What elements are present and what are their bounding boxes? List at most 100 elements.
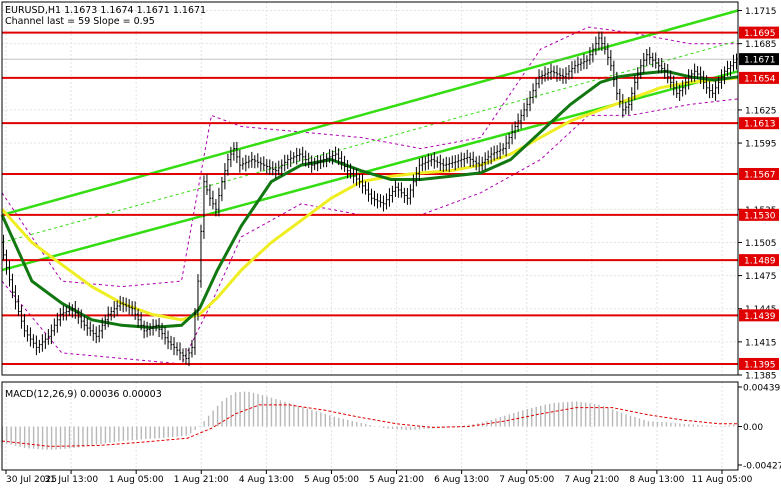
macd-histogram-bar bbox=[490, 419, 493, 427]
x-tick-label: 30 Jul 2025 bbox=[6, 475, 57, 485]
macd-histogram-bar bbox=[378, 426, 380, 428]
grid bbox=[2, 2, 738, 470]
y-tick-label: 1.1415 bbox=[745, 338, 777, 348]
y-tick-label: 1.1385 bbox=[745, 372, 777, 382]
main-panel-frame bbox=[1, 1, 739, 376]
price-channel bbox=[1, 9, 739, 272]
macd-histogram-bar bbox=[688, 424, 690, 427]
macd-histogram-bar bbox=[526, 408, 528, 427]
macd-histogram-bar bbox=[118, 426, 120, 442]
macd-histogram-bar bbox=[499, 417, 502, 427]
macd-histogram-bar bbox=[10, 426, 12, 445]
level-label: 1.1654 bbox=[744, 74, 776, 84]
macd-histogram-bar bbox=[19, 426, 21, 447]
macd-histogram-bar bbox=[733, 424, 735, 427]
macd-scale-label: 0.00439 bbox=[743, 384, 780, 394]
macd-histogram-bar bbox=[557, 402, 560, 427]
macd-histogram-bar bbox=[302, 407, 304, 427]
macd-histogram-bar bbox=[284, 401, 286, 427]
macd-histogram-bar bbox=[14, 426, 17, 446]
symbol-info: EURUSD,H1 1.1673 1.1674 1.1671 1.1671 bbox=[5, 5, 206, 16]
macd-histogram-bar bbox=[32, 426, 35, 449]
macd-histogram-bar bbox=[37, 426, 39, 450]
macd-histogram-bar bbox=[243, 391, 246, 427]
level-label: 1.1567 bbox=[744, 170, 776, 180]
macd-histogram-bar bbox=[414, 426, 416, 430]
macd-scale-label: -0.00427 bbox=[743, 462, 781, 472]
macd-histogram-bar bbox=[593, 404, 596, 427]
macd-histogram-bar bbox=[643, 419, 645, 427]
macd-histogram-bar bbox=[504, 415, 506, 427]
macd-histogram-bar bbox=[697, 424, 699, 427]
macd-histogram-bar bbox=[320, 412, 322, 427]
level-label: 1.1530 bbox=[744, 211, 776, 221]
macd-histogram-bar bbox=[584, 402, 587, 427]
macd-histogram-bar bbox=[620, 412, 623, 427]
macd-histogram-bar bbox=[459, 426, 461, 427]
macd-histogram-bar bbox=[198, 426, 201, 428]
macd-histogram-bar bbox=[607, 407, 609, 427]
macd-histogram-bar bbox=[347, 419, 349, 427]
macd-histogram-bar bbox=[679, 423, 681, 427]
level-label-box bbox=[739, 71, 779, 84]
macd-histogram-bar bbox=[647, 421, 650, 427]
level-label: 1.1695 bbox=[744, 29, 776, 39]
macd-histogram-bar bbox=[149, 426, 151, 439]
x-tick-label: 7 Aug 21:00 bbox=[564, 475, 619, 485]
macd-histogram-bar bbox=[225, 397, 228, 427]
macd-histogram-bar bbox=[602, 406, 605, 427]
macd-histogram-bar bbox=[181, 426, 183, 437]
macd-histogram-bar bbox=[562, 402, 564, 427]
macd-histogram-bar bbox=[535, 406, 537, 427]
macd-histogram-bar bbox=[409, 426, 412, 431]
macd-histogram-bar bbox=[50, 426, 53, 450]
macd-histogram-bar bbox=[423, 426, 425, 430]
macd-histogram-bar bbox=[661, 422, 663, 427]
macd-histogram-bar bbox=[41, 426, 44, 450]
level-label-box bbox=[739, 117, 779, 130]
macd-histogram-bar bbox=[77, 426, 80, 448]
macd-histogram-bar bbox=[104, 426, 107, 444]
macd-histogram-bar bbox=[207, 415, 210, 427]
macd-histogram-bar bbox=[611, 409, 614, 427]
macd-histogram-bar bbox=[100, 426, 102, 445]
level-label-box bbox=[739, 167, 779, 180]
macd-histogram-bar bbox=[189, 426, 192, 434]
macd-histogram-bar bbox=[95, 426, 98, 445]
macd-histogram-bar bbox=[154, 426, 156, 439]
macd-histogram-bar bbox=[329, 415, 331, 427]
moving-average-slow bbox=[0, 76, 739, 322]
macd-histogram-bar bbox=[239, 391, 241, 427]
macd-histogram-bar bbox=[405, 426, 407, 430]
y-tick-label: 1.1625 bbox=[745, 106, 777, 116]
macd-histogram-bar bbox=[625, 414, 627, 427]
macd-histogram-bar bbox=[701, 425, 703, 427]
macd-histogram-bar bbox=[674, 423, 677, 427]
support-resistance-levels bbox=[2, 31, 738, 365]
macd-histogram-bar bbox=[391, 426, 394, 429]
level-label: 1.1613 bbox=[744, 120, 776, 130]
macd-histogram-bar bbox=[598, 404, 600, 427]
level-label-box bbox=[739, 208, 779, 221]
macd-histogram-bar bbox=[257, 394, 259, 427]
current-price-box bbox=[739, 53, 779, 66]
y-tick-label: 1.1505 bbox=[745, 239, 777, 249]
macd-histogram-bar bbox=[172, 426, 174, 438]
channel-mid-line bbox=[1, 40, 739, 243]
macd-histogram-bar bbox=[656, 421, 659, 427]
macd-histogram-bar bbox=[338, 417, 340, 427]
macd-histogram-bar bbox=[468, 424, 470, 427]
macd-histogram-bar bbox=[665, 422, 668, 427]
macd-histogram-bar bbox=[553, 403, 555, 427]
bollinger-upper bbox=[1, 26, 738, 288]
channel-info: Channel last = 59 Slope = 0.95 bbox=[5, 16, 155, 27]
macd-histogram-bar bbox=[212, 410, 214, 427]
macd-histogram-bar bbox=[176, 426, 178, 437]
macd-histogram-bar bbox=[194, 426, 196, 430]
x-tick-label: 4 Aug 13:00 bbox=[239, 475, 294, 485]
macd-histogram-bar bbox=[652, 421, 654, 427]
macd-signal-line bbox=[1, 404, 738, 447]
